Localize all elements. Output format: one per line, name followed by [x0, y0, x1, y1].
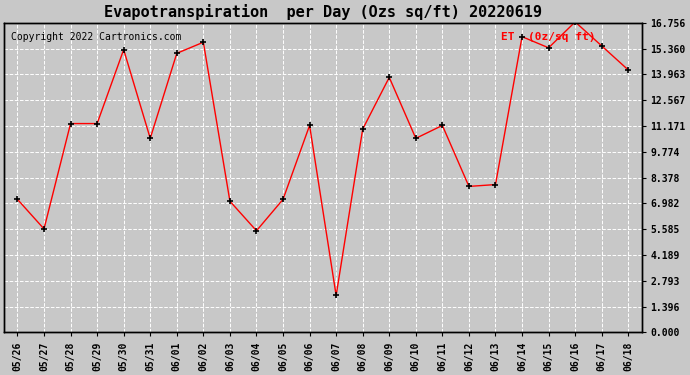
ET  (0z/sq ft): [438, 123, 446, 128]
Line: ET  (0z/sq ft): ET (0z/sq ft): [14, 18, 632, 299]
ET  (0z/sq ft): [385, 75, 393, 80]
ET  (0z/sq ft): [412, 136, 420, 141]
ET  (0z/sq ft): [306, 123, 314, 128]
Title: Evapotranspiration  per Day (Ozs sq/ft) 20220619: Evapotranspiration per Day (Ozs sq/ft) 2…: [104, 4, 542, 20]
ET  (0z/sq ft): [279, 197, 287, 202]
Text: Copyright 2022 Cartronics.com: Copyright 2022 Cartronics.com: [10, 32, 181, 42]
Text: ET  (0z/sq ft): ET (0z/sq ft): [502, 32, 596, 42]
ET  (0z/sq ft): [119, 47, 128, 52]
ET  (0z/sq ft): [465, 184, 473, 189]
ET  (0z/sq ft): [93, 122, 101, 126]
ET  (0z/sq ft): [571, 20, 580, 24]
ET  (0z/sq ft): [491, 182, 500, 187]
ET  (0z/sq ft): [146, 136, 155, 141]
ET  (0z/sq ft): [624, 68, 633, 72]
ET  (0z/sq ft): [253, 228, 261, 233]
ET  (0z/sq ft): [518, 34, 526, 39]
ET  (0z/sq ft): [199, 40, 208, 45]
ET  (0z/sq ft): [226, 199, 234, 204]
ET  (0z/sq ft): [40, 226, 48, 231]
ET  (0z/sq ft): [172, 51, 181, 56]
ET  (0z/sq ft): [332, 293, 340, 298]
ET  (0z/sq ft): [13, 197, 21, 202]
ET  (0z/sq ft): [66, 122, 75, 126]
ET  (0z/sq ft): [544, 45, 553, 50]
ET  (0z/sq ft): [598, 44, 606, 48]
ET  (0z/sq ft): [359, 127, 367, 131]
